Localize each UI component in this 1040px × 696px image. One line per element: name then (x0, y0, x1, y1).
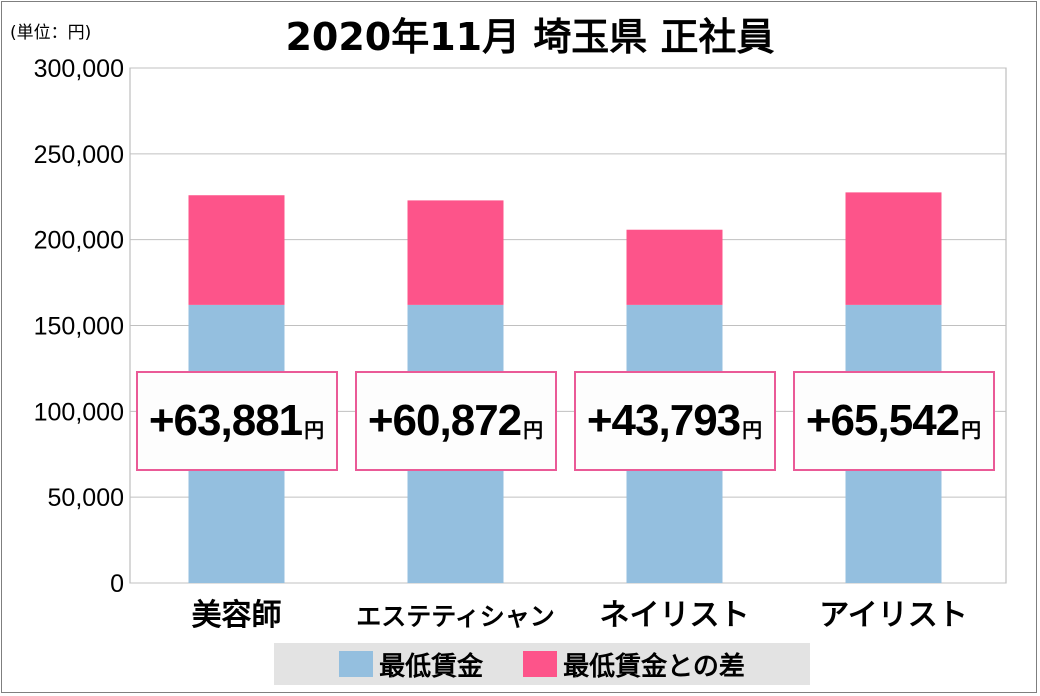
bar-segment-difference (626, 229, 723, 305)
y-tick-label: 250,000 (34, 141, 124, 169)
y-tick-label: 300,000 (34, 55, 124, 83)
bar-segment-difference (407, 200, 504, 305)
difference-label-box: +60,872 円 (354, 371, 557, 471)
legend-swatch-difference (523, 651, 558, 677)
difference-unit: 円 (523, 417, 544, 442)
y-tick-label: 100,000 (34, 398, 124, 426)
x-tick-label: アイリスト (819, 598, 968, 633)
legend-label-min-wage: 最低賃金 (379, 651, 484, 682)
bar-segment-difference (188, 195, 285, 305)
x-tick-label: ネイリスト (600, 598, 750, 633)
bar-segment-difference (845, 192, 942, 305)
difference-label-box: +43,793 円 (573, 371, 776, 471)
difference-value: +60,872 (367, 396, 522, 445)
difference-unit: 円 (742, 417, 763, 442)
x-tick-label: 美容師 (192, 598, 282, 633)
difference-unit: 円 (961, 417, 982, 442)
y-tick-label: 150,000 (34, 313, 124, 341)
unit-note: (単位：円) (10, 23, 92, 43)
legend-label-difference: 最低賃金との差 (563, 651, 745, 682)
legend-item-min-wage: 最低賃金 (339, 646, 483, 683)
x-tick-label: エステティシャン (356, 602, 555, 631)
difference-value: +63,881 (148, 396, 303, 445)
difference-label-box: +63,881 円 (135, 371, 338, 471)
difference-unit: 円 (304, 417, 325, 442)
legend-item-difference: 最低賃金との差 (523, 646, 745, 683)
chart-title: 2020年11月 埼玉県 正社員 (285, 15, 775, 59)
legend-swatch-min-wage (339, 651, 374, 677)
difference-value: +43,793 (586, 396, 741, 445)
y-tick-label: 200,000 (34, 227, 124, 255)
legend: 最低賃金 最低賃金との差 (274, 643, 810, 685)
difference-label-box: +65,542 円 (792, 371, 995, 471)
y-tick-label: 0 (110, 570, 124, 598)
difference-value: +65,542 (805, 396, 960, 445)
y-tick-label: 50,000 (48, 484, 124, 512)
